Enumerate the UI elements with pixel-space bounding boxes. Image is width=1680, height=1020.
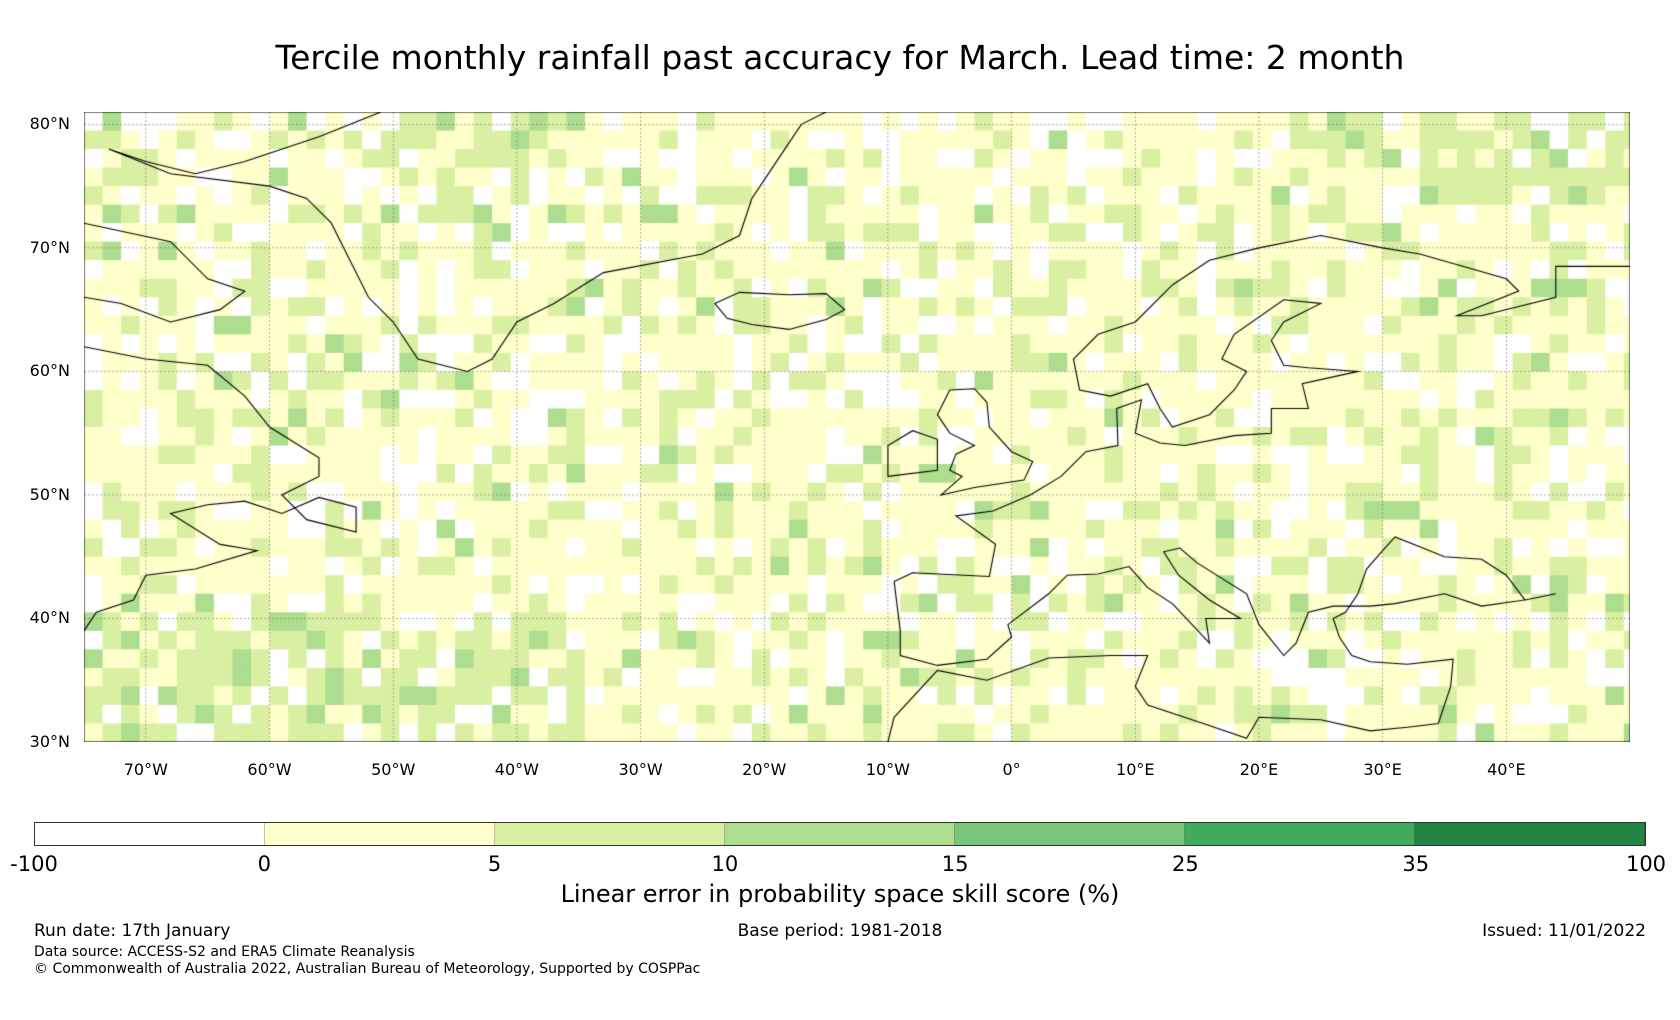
- issued-date: Issued: 11/01/2022: [1482, 921, 1646, 941]
- colorbar-segment: [495, 823, 725, 845]
- colorbar-segment: [35, 823, 265, 845]
- data-source: Data source: ACCESS-S2 and ERA5 Climate …: [34, 944, 415, 960]
- colorbar-tick-label: 15: [941, 852, 969, 876]
- lon-label: 70°W: [123, 760, 168, 779]
- lat-label: 80°N: [29, 114, 70, 134]
- lon-label: 30°W: [618, 760, 663, 779]
- colorbar-tick-label: 25: [1172, 852, 1199, 876]
- lon-label: 60°W: [247, 760, 292, 779]
- copyright: © Commonwealth of Australia 2022, Austra…: [34, 961, 701, 977]
- colorbar-tick-label: -100: [10, 852, 58, 876]
- chart-title: Tercile monthly rainfall past accuracy f…: [275, 38, 1405, 77]
- colorbar-tick-label: 35: [1402, 852, 1430, 876]
- colorbar-segment: [1415, 823, 1645, 845]
- lat-label: 60°N: [29, 361, 70, 381]
- run-date: Run date: 17th January: [34, 921, 231, 941]
- colorbar: [34, 822, 1646, 846]
- skill-score-map: [84, 112, 1630, 742]
- lat-label: 40°N: [29, 608, 70, 628]
- lat-label: 30°N: [29, 732, 70, 751]
- colorbar-segment: [265, 823, 495, 845]
- lon-label: 20°W: [742, 760, 787, 779]
- lon-label: 0°: [1002, 760, 1021, 779]
- colorbar-tick-label: 100: [1625, 852, 1667, 876]
- lon-label: 30°E: [1363, 760, 1402, 779]
- colorbar-segment: [955, 823, 1185, 845]
- lat-label: 70°N: [29, 237, 70, 257]
- lat-label: 50°N: [29, 484, 70, 504]
- colorbar-label: Linear error in probability space skill …: [560, 880, 1120, 908]
- colorbar-tick-label: 0: [257, 852, 271, 876]
- lon-label: 40°W: [494, 760, 539, 779]
- lon-label: 40°E: [1487, 760, 1526, 779]
- lon-label: 20°E: [1239, 760, 1279, 779]
- colorbar-tick-label: 5: [487, 852, 502, 876]
- colorbar-segment: [1185, 823, 1415, 845]
- lon-label: 10°W: [865, 760, 910, 779]
- colorbar-segment: [725, 823, 955, 845]
- base-period: Base period: 1981-2018: [737, 921, 943, 941]
- lon-label: 10°E: [1116, 760, 1155, 779]
- colorbar-tick-label: 10: [711, 852, 739, 876]
- lon-label: 50°W: [371, 760, 416, 779]
